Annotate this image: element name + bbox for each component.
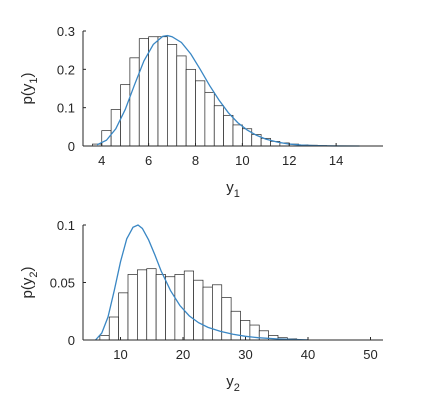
histogram-bar-5 [129, 57, 140, 147]
histogram-bar-1 [99, 335, 110, 341]
histogram-bar-11 [185, 68, 196, 147]
histogram-bar-6 [146, 268, 157, 341]
histogram-bar-10 [176, 55, 187, 147]
y-tick-label: 0.1 [57, 218, 75, 233]
y-tick-label: 0.3 [57, 24, 75, 39]
x-tick-label: 10 [113, 347, 127, 362]
y-axis-label: p(y2) [19, 267, 40, 299]
histogram-bar-8 [165, 276, 176, 341]
histogram-bar-2 [108, 316, 119, 341]
x-tick-label: 20 [176, 347, 190, 362]
histogram-bar-9 [167, 44, 178, 147]
y-tick-label: 0.2 [57, 62, 75, 77]
histogram-bar-8 [157, 36, 168, 147]
x-tick-label: 12 [282, 153, 296, 168]
histogram-bar-3 [118, 292, 129, 341]
density-curve [96, 34, 360, 147]
x-tick-label: 14 [329, 153, 343, 168]
histogram-bar-5 [137, 269, 148, 341]
histogram-bar-4 [127, 274, 138, 341]
density-curve [95, 224, 309, 341]
histogram-bar-10 [183, 270, 194, 341]
histogram-bar-7 [148, 36, 159, 147]
histogram-bar-2 [101, 130, 112, 147]
x-tick-label: 6 [145, 153, 152, 168]
x-axis-label: y2 [226, 373, 240, 394]
x-tick-label: 10 [235, 153, 249, 168]
y-tick-label: 0.1 [57, 101, 75, 116]
x-tick-label: 40 [301, 347, 315, 362]
histogram-bar-15 [223, 114, 234, 147]
histogram-bar-9 [174, 274, 185, 341]
histogram-bar-16 [232, 124, 243, 147]
chart-y1-histogram: 4 6 8 10 12 14 0 0.1 0.2 0.3 y1 p(y1) [19, 24, 383, 200]
x-tick-label: 50 [363, 347, 377, 362]
y-tick-label: 0 [68, 333, 75, 348]
y-tick-label: 0.05 [50, 276, 75, 291]
x-tick-label: 30 [238, 347, 252, 362]
histogram-bar-7 [155, 274, 166, 341]
y-tick-label: 0 [68, 139, 75, 154]
histogram-bar-12 [202, 286, 213, 341]
histogram-bar-12 [195, 80, 206, 147]
histogram-bar-13 [204, 91, 215, 147]
x-tick-label: 4 [98, 153, 105, 168]
y-axis-label: p(y1) [19, 73, 40, 105]
chart-y2-histogram: 10 20 30 40 50 0 0.05 0.1 y2 p(y2) [19, 218, 383, 394]
histogram-bar-11 [193, 279, 204, 341]
x-tick-label: 8 [192, 153, 199, 168]
histogram-bar-14 [213, 105, 224, 147]
x-axis-label: y1 [226, 179, 240, 200]
